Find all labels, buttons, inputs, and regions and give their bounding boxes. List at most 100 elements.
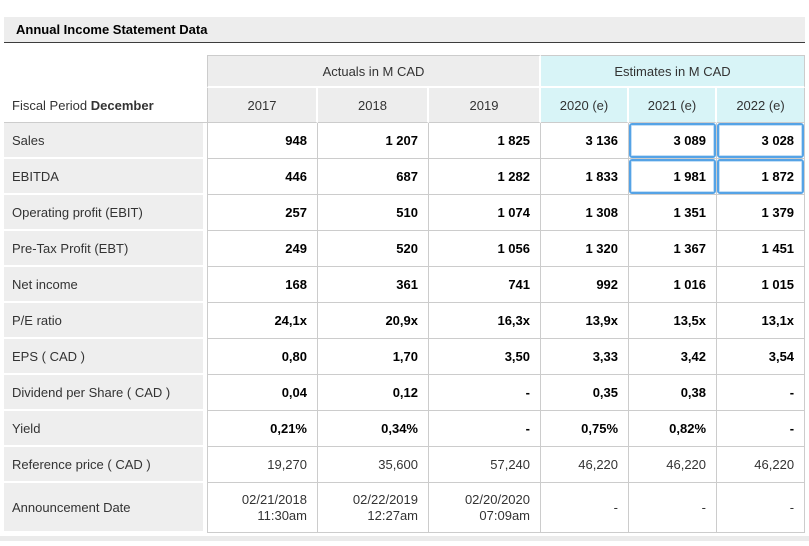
value-cell: 992 [541,267,629,303]
value-cell: 948 [207,123,318,159]
row-label: EPS ( CAD ) [4,339,207,375]
value-cell: - [717,483,805,533]
value-cell: 0,12 [318,375,429,411]
value-cell: 57,240 [429,447,541,483]
value-cell: 16,3x [429,303,541,339]
value-cell: 1 367 [629,231,717,267]
value-cell: - [429,375,541,411]
value-cell: 3,42 [629,339,717,375]
value-cell: 510 [318,195,429,231]
value-cell: 0,04 [207,375,318,411]
value-cell: 0,75% [541,411,629,447]
value-cell: - [541,483,629,533]
estimates-group-header: Estimates in M CAD [541,55,805,88]
table-row: Announcement Date02/21/2018 11:30am02/22… [4,483,805,533]
bottom-divider [0,536,809,541]
value-cell: 168 [207,267,318,303]
value-cell: 0,21% [207,411,318,447]
value-cell: 19,270 [207,447,318,483]
table-row: Net income1683617419921 0161 015 [4,267,805,303]
table-row: Yield0,21%0,34%-0,75%0,82%- [4,411,805,447]
income-statement-table: Actuals in M CAD Estimates in M CAD Fisc… [4,55,805,533]
value-cell: - [629,483,717,533]
value-cell: - [717,375,805,411]
value-cell: 1 451 [717,231,805,267]
table-row: EBITDA4466871 2821 8331 9811 872 [4,159,805,195]
value-cell: 1 825 [429,123,541,159]
row-label: P/E ratio [4,303,207,339]
page-title: Annual Income Statement Data [4,17,805,43]
year-header: 2022 (e) [717,88,805,123]
table-row: Pre-Tax Profit (EBT)2495201 0561 3201 36… [4,231,805,267]
value-cell: 0,82% [629,411,717,447]
value-cell: 24,1x [207,303,318,339]
value-cell: 13,1x [717,303,805,339]
value-cell: - [717,411,805,447]
value-cell: 741 [429,267,541,303]
fiscal-period-month: December [91,98,154,113]
value-cell: 1 351 [629,195,717,231]
row-label: Yield [4,411,207,447]
value-cell: 46,220 [717,447,805,483]
value-cell: 13,9x [541,303,629,339]
row-label: Operating profit (EBIT) [4,195,207,231]
highlighted-value-cell[interactable]: 3 028 [717,123,805,159]
value-cell: 1 379 [717,195,805,231]
value-cell: 3,54 [717,339,805,375]
value-cell: 02/21/2018 11:30am [207,483,318,533]
value-cell: 257 [207,195,318,231]
value-cell: 249 [207,231,318,267]
row-label: Announcement Date [4,483,207,533]
actuals-group-header: Actuals in M CAD [207,55,541,88]
value-cell: 1 074 [429,195,541,231]
value-cell: 46,220 [629,447,717,483]
year-header-row: Fiscal Period December 2017 2018 2019 20… [4,88,805,123]
table-row: Reference price ( CAD )19,27035,60057,24… [4,447,805,483]
value-cell: 1 207 [318,123,429,159]
value-cell: 446 [207,159,318,195]
value-cell: 1 308 [541,195,629,231]
value-cell: 13,5x [629,303,717,339]
value-cell: 20,9x [318,303,429,339]
row-label: Net income [4,267,207,303]
value-cell: - [429,411,541,447]
table-row: Operating profit (EBIT)2575101 0741 3081… [4,195,805,231]
highlighted-value-cell[interactable]: 1 981 [629,159,717,195]
value-cell: 3,33 [541,339,629,375]
value-cell: 520 [318,231,429,267]
year-header: 2017 [207,88,318,123]
value-cell: 1 015 [717,267,805,303]
value-cell: 1,70 [318,339,429,375]
year-header: 2021 (e) [629,88,717,123]
row-label: EBITDA [4,159,207,195]
corner-spacer [4,55,207,88]
value-cell: 1 320 [541,231,629,267]
group-header-row: Actuals in M CAD Estimates in M CAD [4,55,805,88]
table-body: Sales9481 2071 8253 1363 0893 028EBITDA4… [4,123,805,533]
table-row: EPS ( CAD )0,801,703,503,333,423,54 [4,339,805,375]
row-label: Reference price ( CAD ) [4,447,207,483]
value-cell: 3 136 [541,123,629,159]
row-label: Pre-Tax Profit (EBT) [4,231,207,267]
value-cell: 1 833 [541,159,629,195]
value-cell: 687 [318,159,429,195]
value-cell: 0,80 [207,339,318,375]
highlighted-value-cell[interactable]: 3 089 [629,123,717,159]
value-cell: 1 016 [629,267,717,303]
value-cell: 02/20/2020 07:09am [429,483,541,533]
table-row: Dividend per Share ( CAD )0,040,12-0,350… [4,375,805,411]
value-cell: 1 282 [429,159,541,195]
value-cell: 0,34% [318,411,429,447]
value-cell: 361 [318,267,429,303]
highlighted-value-cell[interactable]: 1 872 [717,159,805,195]
year-header: 2020 (e) [541,88,629,123]
table-row: Sales9481 2071 8253 1363 0893 028 [4,123,805,159]
value-cell: 3,50 [429,339,541,375]
row-label: Sales [4,123,207,159]
value-cell: 1 056 [429,231,541,267]
year-header: 2018 [318,88,429,123]
fiscal-period-prefix: Fiscal Period [12,98,87,113]
value-cell: 02/22/2019 12:27am [318,483,429,533]
table-row: P/E ratio24,1x20,9x16,3x13,9x13,5x13,1x [4,303,805,339]
value-cell: 35,600 [318,447,429,483]
